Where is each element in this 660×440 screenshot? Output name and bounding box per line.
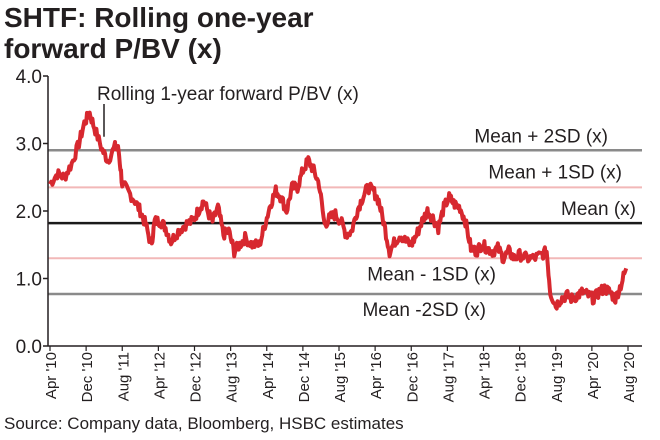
source-note: Source: Company data, Bloomberg, HSBC es… — [4, 414, 404, 433]
x-tick-label: Apr '20 — [585, 352, 602, 399]
y-tick-label: 4.0 — [16, 67, 42, 88]
x-tick-label: Aug '20 — [621, 352, 638, 402]
x-tick-label: Apr '18 — [477, 352, 494, 399]
y-tick-label: 0.0 — [16, 337, 42, 358]
chart-title: SHTF: Rolling one-year forward P/BV (x) — [4, 2, 564, 64]
x-tick-label: Dec '12 — [188, 352, 205, 402]
x-tick-label: Apr '16 — [368, 352, 385, 399]
y-tick-label: 2.0 — [16, 202, 42, 223]
reference-label-4: Mean - 1SD (x) — [367, 264, 496, 285]
title-line-1: SHTF: Rolling one-year — [4, 2, 314, 33]
x-tick-label: Aug '19 — [549, 352, 566, 402]
x-tick-label: Apr '12 — [151, 352, 168, 399]
x-tick-label: Aug '13 — [224, 352, 241, 402]
y-tick-label: 3.0 — [16, 135, 42, 156]
reference-label-5: Mean -2SD (x) — [362, 300, 486, 321]
x-tick-label: Aug '11 — [115, 352, 132, 401]
x-tick-label: Aug '17 — [440, 352, 457, 402]
x-tick-label: Aug '15 — [332, 352, 349, 402]
x-tick-label: Dec '16 — [404, 352, 421, 402]
x-tick-label: Dec '14 — [296, 352, 313, 402]
title-line-2: forward P/BV (x) — [4, 33, 222, 64]
x-tick-label: Apr '14 — [260, 352, 277, 399]
y-tick-label: 1.0 — [16, 270, 42, 291]
reference-label-1: Mean + 2SD (x) — [474, 126, 608, 147]
x-tick-label: Dec '10 — [79, 352, 96, 402]
x-tick-label: Apr '10 — [43, 352, 60, 399]
series-line — [48, 110, 629, 311]
reference-label-3: Mean (x) — [561, 199, 636, 220]
x-tick-label: Dec '18 — [513, 352, 530, 402]
annotation-label: Rolling 1-year forward P/BV (x) — [97, 84, 359, 105]
reference-label-2: Mean + 1SD (x) — [488, 162, 622, 183]
